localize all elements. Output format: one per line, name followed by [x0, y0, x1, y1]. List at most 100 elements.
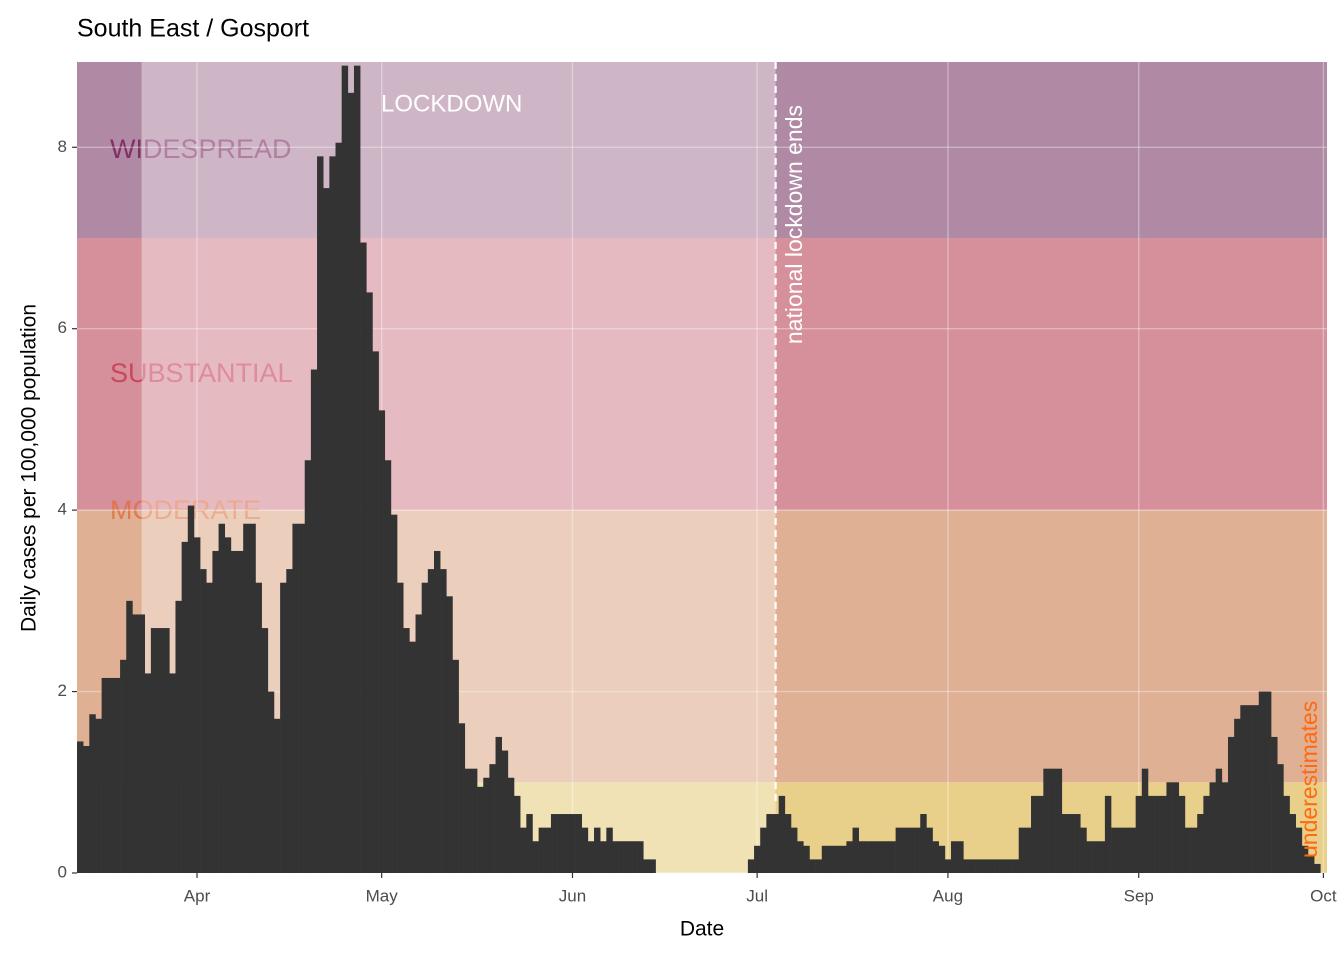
bar: [624, 841, 632, 873]
bar: [1117, 827, 1124, 873]
bar: [944, 859, 952, 873]
bar: [1043, 768, 1050, 873]
bar: [1092, 841, 1100, 873]
bar: [1129, 827, 1136, 873]
x-tick-label: Sep: [1124, 886, 1154, 905]
bar: [77, 741, 84, 873]
bar: [1240, 705, 1247, 873]
bar: [575, 814, 583, 873]
bar: [169, 673, 176, 873]
bar: [870, 841, 878, 873]
bar: [1203, 795, 1210, 873]
bar: [366, 292, 373, 873]
bar: [1184, 827, 1192, 873]
bar: [969, 859, 976, 873]
bar: [1283, 795, 1290, 873]
bar: [544, 827, 552, 873]
bar: [347, 92, 355, 874]
bar: [1197, 814, 1204, 873]
bar: [1234, 718, 1241, 873]
bar: [852, 827, 859, 873]
bar: [889, 841, 896, 873]
x-tick-label: Oct: [1310, 886, 1337, 905]
bar: [329, 156, 336, 874]
bar: [1080, 827, 1087, 873]
bar: [477, 786, 484, 873]
bar: [790, 827, 798, 873]
bar: [107, 677, 115, 873]
x-tick-label: May: [366, 886, 399, 905]
bar: [138, 614, 146, 873]
bar: [901, 827, 909, 873]
bar: [501, 750, 509, 873]
bar: [1123, 827, 1130, 873]
bar: [360, 242, 367, 874]
bar: [643, 859, 650, 873]
bar: [994, 859, 1001, 873]
x-tick-label: Apr: [184, 886, 211, 905]
bar: [1024, 827, 1032, 873]
bar: [440, 569, 447, 873]
bar: [470, 768, 478, 873]
bar: [1104, 795, 1112, 873]
bar: [520, 827, 527, 873]
bar: [150, 628, 158, 873]
bar: [563, 814, 570, 873]
bar: [1271, 736, 1278, 873]
bar: [637, 841, 644, 873]
bar: [618, 841, 626, 873]
bar: [1098, 841, 1106, 873]
bar: [353, 65, 361, 873]
threshold-band: [77, 62, 1327, 238]
bar: [1308, 854, 1315, 873]
bar: [1166, 782, 1173, 873]
bar: [594, 827, 601, 873]
bar: [397, 582, 404, 873]
bar: [120, 659, 127, 873]
bar: [630, 841, 638, 873]
bar: [249, 523, 256, 873]
bar: [1160, 795, 1167, 873]
bar: [987, 859, 995, 873]
bar: [1006, 859, 1013, 873]
lockdown-label: LOCKDOWN: [381, 90, 522, 117]
bar: [895, 827, 903, 873]
bar: [1061, 814, 1069, 873]
bar: [304, 460, 312, 873]
bar: [821, 845, 829, 873]
bar: [581, 827, 589, 873]
bar: [255, 582, 262, 873]
bar: [932, 841, 939, 873]
bar: [772, 814, 779, 873]
bar: [951, 841, 958, 873]
x-axis-label: Date: [680, 918, 724, 941]
bar: [532, 841, 539, 873]
bar: [778, 795, 786, 873]
bar: [335, 142, 342, 874]
bar: [1178, 795, 1186, 873]
bar: [809, 859, 816, 873]
bar: [840, 845, 847, 873]
bar: [963, 859, 970, 873]
bar: [550, 814, 558, 873]
bar: [464, 768, 472, 873]
bar: [1055, 768, 1063, 873]
bar: [883, 841, 890, 873]
bar: [1172, 782, 1180, 873]
y-tick-label: 0: [58, 862, 67, 881]
bar: [920, 814, 927, 873]
bar: [858, 841, 866, 873]
bar: [1246, 705, 1253, 873]
bar: [298, 523, 306, 873]
bar: [975, 859, 983, 873]
bar: [606, 827, 613, 873]
bar: [415, 614, 422, 873]
bar: [1277, 764, 1284, 873]
bar: [846, 841, 853, 873]
bar: [378, 410, 386, 873]
bar: [421, 582, 429, 873]
bar: [175, 600, 182, 873]
bar: [341, 65, 349, 873]
